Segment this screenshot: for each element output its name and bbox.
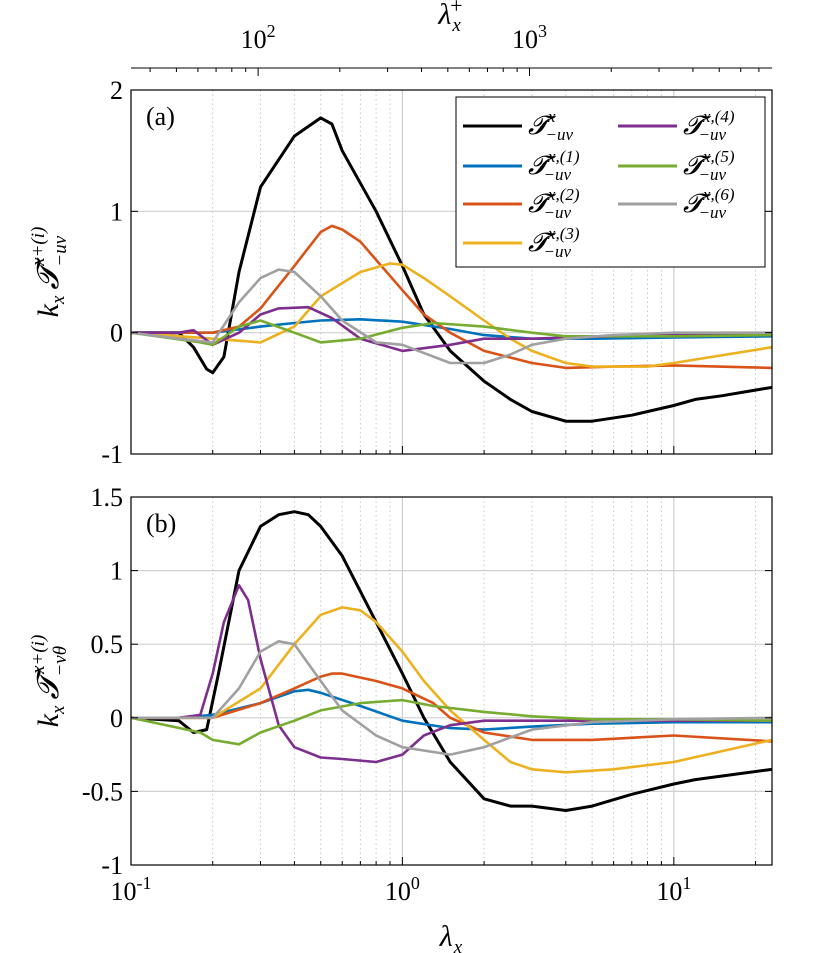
panel-b: -1 -0.5 0 0.5 1 1.5 10-1 100 101 (b) kx𝓣−vθx+… [28, 483, 773, 953]
panel-a-lines [131, 116, 772, 423]
legend-entry-total: 𝓣x −uv [463, 107, 573, 144]
x-tick-label-0: 10-1 [111, 873, 152, 906]
series-line-a-m3 [131, 262, 772, 368]
series-line-a-m4 [131, 305, 772, 353]
panel-a-label: (a) [146, 102, 175, 131]
y-tick-label: 0 [110, 319, 123, 348]
panel-a-ylabel: kx𝓣−uvx+(i) [28, 227, 71, 318]
top-axis: 102 103 λx+ [131, 0, 772, 76]
panel-a: -1 0 1 2 (a) kx𝓣−uvx+(i) 𝓣x −uv 𝓣x,(1) −uv 𝓣x… [28, 76, 773, 469]
series-line-b-m5 [131, 698, 772, 746]
x-tick-label-2: 101 [656, 873, 691, 906]
y-tick-label: 1 [110, 557, 123, 586]
x-axis-title: λx [439, 920, 463, 953]
legend: 𝓣x −uv 𝓣x,(1) −uv 𝓣x,(2) −uv 𝓣x,(3) −uv 𝓣x,(… [455, 96, 766, 268]
panel-a-ticks [130, 89, 772, 455]
legend-entry-3: 𝓣x,(3) −uv [463, 224, 580, 261]
y-tick-label: -0.5 [82, 777, 123, 806]
y-tick-label: 1 [110, 197, 123, 226]
y-tick-label: 2 [110, 76, 123, 105]
legend-label-3: 𝓣x,(3) −uv [528, 224, 580, 261]
top-tick-label-2: 102 [241, 21, 276, 54]
panel-b-frame [131, 497, 772, 865]
panel-b-ticks [130, 496, 772, 866]
y-tick-label: 1.5 [91, 483, 124, 512]
top-tick-label-3: 103 [512, 21, 547, 54]
top-axis-title: λx+ [437, 0, 463, 36]
y-tick-label: -1 [101, 851, 123, 880]
x-tick-label-1: 100 [385, 873, 420, 906]
series-line-b-m4 [131, 583, 772, 764]
series-line-a-m2 [131, 224, 772, 370]
panel-b-lines [131, 510, 772, 812]
panel-b-ylabel: kx𝓣−vθx+(i) [28, 635, 71, 728]
series-line-b-m3 [131, 606, 772, 774]
series-line-b-m2 [131, 672, 772, 743]
y-tick-label: -1 [101, 440, 123, 469]
legend-label-total: 𝓣x −uv [528, 107, 573, 144]
panel-b-label: (b) [146, 509, 176, 538]
series-line-a-total [131, 116, 772, 423]
series-line-a-m6 [131, 268, 772, 365]
y-tick-label: 0.5 [91, 630, 124, 659]
y-tick-label: 0 [110, 704, 123, 733]
series-line-b-m6 [131, 639, 772, 756]
